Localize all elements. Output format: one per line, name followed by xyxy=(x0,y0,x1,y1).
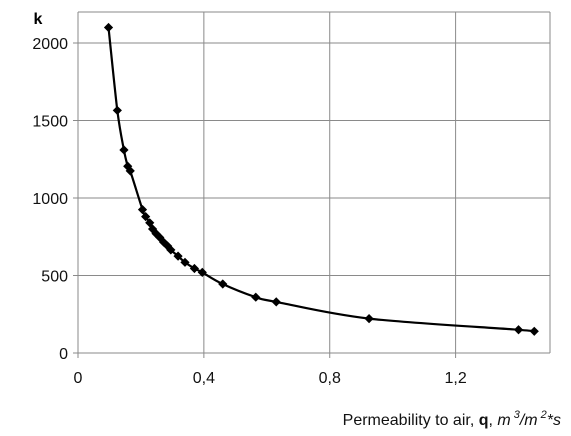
x-axis-label-unit-exp2: 2 xyxy=(540,409,547,421)
x-axis-label-unit-tail: *s xyxy=(547,412,561,429)
data-point xyxy=(513,325,524,335)
grid xyxy=(77,11,551,354)
data-point xyxy=(166,245,176,255)
y-tick-labels: 0 500 1000 1500 2000 xyxy=(32,36,68,363)
data-point xyxy=(103,22,114,33)
data-point xyxy=(137,205,148,215)
data-point xyxy=(189,263,200,274)
series-markers xyxy=(103,22,539,336)
x-tick-label: 0,4 xyxy=(193,370,215,387)
x-axis-label-unit-exp1: 3 xyxy=(514,409,521,421)
x-axis-label-unit-m: m xyxy=(497,412,510,429)
x-axis-label-separator: , xyxy=(489,412,493,429)
x-tick-label: 1,2 xyxy=(444,370,466,387)
y-tick-label: 0 xyxy=(59,346,68,363)
data-point xyxy=(180,257,190,267)
x-axis-label-text: Permeability to air, xyxy=(343,412,475,429)
data-point xyxy=(173,251,183,261)
x-axis-label-symbol: q xyxy=(479,412,489,429)
data-point xyxy=(271,297,281,307)
y-axis-label: k xyxy=(34,11,43,28)
data-point xyxy=(218,279,228,289)
data-point xyxy=(125,166,135,176)
axes xyxy=(73,12,550,358)
x-tick-label: 0,8 xyxy=(319,370,341,387)
data-point xyxy=(529,326,539,336)
y-tick-label: 500 xyxy=(41,269,68,286)
data-point xyxy=(141,212,151,222)
series-curve xyxy=(107,27,537,333)
data-point xyxy=(112,105,122,116)
x-tick-label: 0 xyxy=(74,370,83,387)
data-point xyxy=(251,292,261,302)
x-tick-labels: 0 0,4 0,8 1,2 xyxy=(74,370,467,387)
data-point xyxy=(119,145,129,155)
data-point xyxy=(197,267,207,277)
y-tick-label: 1000 xyxy=(32,191,68,208)
x-axis-label-unit-slash: /m xyxy=(519,412,538,429)
y-tick-label: 2000 xyxy=(32,36,68,53)
x-axis-label: Permeability to air, q, m 3/m 2*s xyxy=(343,409,561,429)
data-point xyxy=(364,313,374,324)
y-tick-label: 1500 xyxy=(32,114,68,131)
